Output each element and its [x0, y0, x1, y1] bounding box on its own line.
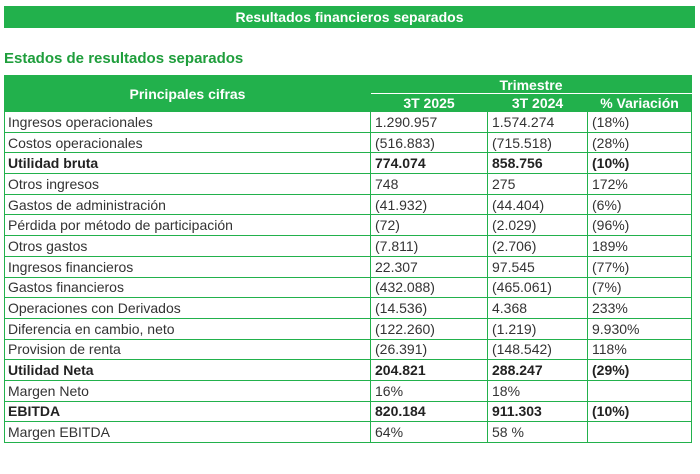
row-label: Otros gastos	[4, 235, 371, 257]
table-row: Otros ingresos 748 275 172%	[4, 173, 693, 195]
table-row: EBITDA 820.184 911.303 (10%)	[4, 400, 693, 423]
table-row: Utilidad bruta 774.074 858.756 (10%)	[4, 152, 693, 175]
value-3t-2024: 18%	[487, 379, 588, 402]
value-3t-2025: (14.536)	[370, 297, 488, 319]
value-variacion: (7%)	[586, 276, 693, 299]
table-row: Diferencia en cambio, neto (122.260) (1.21…	[4, 317, 693, 340]
value-3t-2025: 820.184	[370, 400, 488, 423]
value-variacion: 118%	[586, 338, 693, 361]
row-label: Utilidad bruta	[4, 152, 371, 175]
value-3t-2024: 97.545	[487, 255, 588, 278]
value-3t-2024: (2.029)	[487, 214, 588, 237]
value-3t-2024: (715.518)	[487, 131, 588, 154]
value-variacion: 233%	[586, 297, 693, 319]
table-row: Ingresos operacionales 1.290.957 1.574.274…	[4, 111, 693, 133]
value-3t-2025: (122.260)	[370, 317, 488, 340]
header-3t-2025: 3T 2025	[370, 93, 488, 112]
value-variacion: (29%)	[586, 359, 693, 381]
value-3t-2024: (2.706)	[487, 235, 588, 257]
table-row: Margen EBITDA 64% 58 %	[4, 421, 693, 443]
table-row: Costos operacionales (516.883) (715.518) (2…	[4, 131, 693, 154]
table-row: Margen Neto 16% 18%	[4, 379, 693, 402]
value-3t-2025: 748	[370, 173, 488, 195]
header-variacion: % Variación	[586, 93, 693, 112]
row-label: Margen EBITDA	[4, 421, 371, 443]
row-label: Ingresos operacionales	[4, 111, 371, 133]
value-3t-2025: 22.307	[370, 255, 488, 278]
value-variacion	[586, 379, 693, 402]
table-row: Operaciones con Derivados (14.536) 4.368 23…	[4, 297, 693, 319]
value-variacion: (6%)	[586, 193, 693, 216]
row-label: Utilidad Neta	[4, 359, 371, 381]
value-3t-2025: 204.821	[370, 359, 488, 381]
value-variacion: 9.930%	[586, 317, 693, 340]
table-row: Gastos financieros (432.088) (465.061) (7%)	[4, 276, 693, 299]
section-banner: Resultados financieros separados	[4, 6, 695, 28]
value-3t-2025: 64%	[370, 421, 488, 443]
table-row: Pérdida por método de participación (72)(…	[4, 214, 693, 237]
value-3t-2024: (44.404)	[487, 193, 588, 216]
value-3t-2024: (1.219)	[487, 317, 588, 340]
row-label: Provision de renta	[4, 338, 371, 361]
value-3t-2024: 911.303	[487, 400, 588, 423]
value-variacion	[586, 421, 693, 443]
value-variacion: (10%)	[586, 152, 693, 175]
row-label: Pérdida por método de participación	[4, 214, 371, 237]
row-label: Gastos de administración	[4, 193, 371, 216]
value-3t-2025: (26.391)	[370, 338, 488, 361]
row-label: EBITDA	[4, 400, 371, 423]
value-3t-2024: 58 %	[487, 421, 588, 443]
value-3t-2025: (516.883)	[370, 131, 488, 154]
value-variacion: 172%	[586, 173, 693, 195]
section-subtitle: Estados de resultados separados	[4, 50, 244, 67]
financial-table: Principales cifras Trimestre 3T 2025 3T …	[4, 75, 693, 443]
value-variacion: 189%	[586, 235, 693, 257]
table-row: Utilidad Neta 204.821 288.247 (29%)	[4, 359, 693, 381]
value-3t-2025: (7.811)	[370, 235, 488, 257]
value-3t-2024: 4.368	[487, 297, 588, 319]
header-3t-2024: 3T 2024	[487, 93, 588, 112]
value-3t-2024: (148.542)	[487, 338, 588, 361]
table-row: Otros gastos (7.811) (2.706) 189%	[4, 235, 693, 257]
value-variacion: (10%)	[586, 400, 693, 423]
row-label: Operaciones con Derivados	[4, 297, 371, 319]
value-3t-2025: (72)	[370, 214, 488, 237]
value-variacion: (77%)	[586, 255, 693, 278]
table-row: Gastos de administración (41.932) (44.404)…	[4, 193, 693, 216]
value-variacion: (96%)	[586, 214, 693, 237]
value-3t-2025: (41.932)	[370, 193, 488, 216]
value-variacion: (28%)	[586, 131, 693, 154]
value-3t-2024: 1.574.274	[487, 111, 588, 133]
row-label: Diferencia en cambio, neto	[4, 317, 371, 340]
row-label: Margen Neto	[4, 379, 371, 402]
value-3t-2024: 858.756	[487, 152, 588, 175]
value-3t-2025: 16%	[370, 379, 488, 402]
header-trimestre: Trimestre	[369, 75, 693, 94]
header-principales-cifras: Principales cifras	[4, 75, 371, 112]
row-label: Ingresos financieros	[4, 255, 371, 278]
value-variacion: (18%)	[586, 111, 693, 133]
value-3t-2024: 288.247	[487, 359, 588, 381]
table-row: Ingresos financieros 22.307 97.545 (77%)	[4, 255, 693, 278]
row-label: Otros ingresos	[4, 173, 371, 195]
value-3t-2024: (465.061)	[487, 276, 588, 299]
row-label: Gastos financieros	[4, 276, 371, 299]
value-3t-2024: 275	[487, 173, 588, 195]
row-label: Costos operacionales	[4, 131, 371, 154]
value-3t-2025: (432.088)	[370, 276, 488, 299]
value-3t-2025: 1.290.957	[370, 111, 488, 133]
table-row: Provision de renta (26.391) (148.542) 118%	[4, 338, 693, 361]
value-3t-2025: 774.074	[370, 152, 488, 175]
